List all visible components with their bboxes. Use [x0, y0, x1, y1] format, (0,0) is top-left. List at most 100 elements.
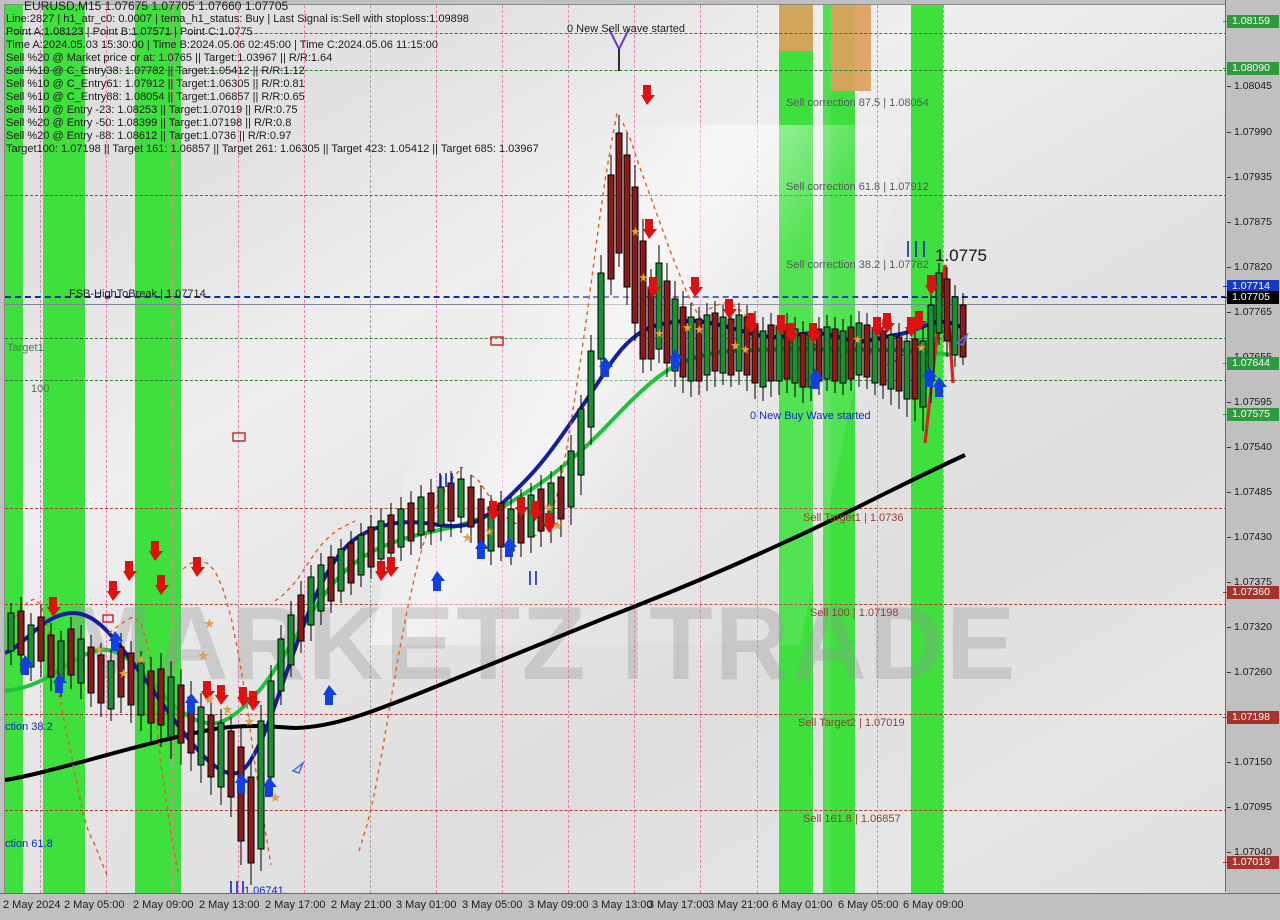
price-tick: 1.07595 — [1226, 396, 1280, 409]
tick-dash-icon — [1223, 286, 1228, 287]
highlight-band — [911, 5, 943, 893]
price-tick: 1.07990 — [1226, 126, 1280, 139]
price-tick: 1.07150 — [1226, 756, 1280, 769]
time-tick-label: 2 May 13:00 — [199, 899, 260, 911]
price-scale[interactable]: 1.08159 1.08090 1.08045 1.07990 1.07935 1.078… — [1223, 0, 1280, 892]
tick-dash-icon — [1227, 222, 1231, 223]
grid-line-vertical — [40, 5, 41, 893]
price-label-highlight[interactable]: 1.07019 — [1223, 856, 1279, 869]
plot-label: Sell 100 | 1.07198 — [810, 607, 899, 619]
info-line: Time A:2024.05.03 15:30:00 | Time B:2024… — [6, 39, 438, 51]
time-tick-label: 2 May 2024 — [3, 899, 61, 911]
tick-dash-icon — [1227, 582, 1231, 583]
price-tick: 1.07430 — [1226, 531, 1280, 544]
price-tick: 1.07375 — [1226, 576, 1280, 589]
price-series-overlay — [5, 28, 969, 893]
plot-label: 1.0775 — [935, 246, 987, 265]
price-label-highlight[interactable]: 1.07644 — [1223, 357, 1279, 370]
tick-dash-icon — [1227, 132, 1231, 133]
plot-label: FSB-HighToBreak | 1.07714 — [69, 288, 206, 300]
info-lines: Line:2827 | h1_atr_c0: 0.0007 | tema_h1_… — [0, 13, 1222, 156]
plot-label: Sell Target2 | 1.07019 — [798, 717, 905, 729]
level-line-sell-target2 — [5, 714, 1227, 715]
tick-dash-icon — [1227, 177, 1231, 178]
tick-dash-icon — [1223, 363, 1228, 364]
plot-label: ction 38.2 — [5, 721, 53, 733]
price-label-highlight[interactable]: 1.08159 — [1223, 15, 1279, 28]
tick-dash-icon — [1227, 402, 1231, 403]
time-tick-label: 3 May 01:00 — [396, 899, 457, 911]
tick-dash-icon — [1223, 592, 1228, 593]
plot-label: Sell correction 38.2 | 1.07782 — [786, 259, 929, 271]
highlight-band-orange — [779, 5, 813, 51]
time-tick-label: 3 May 17:00 — [648, 899, 709, 911]
grid-line-vertical — [304, 5, 305, 893]
price-tick: 1.07935 — [1226, 171, 1280, 184]
info-line: Sell %10 @ Entry -23: 1.08253 || Target:… — [6, 104, 298, 116]
plot-label: Sell correction 87.5 | 1.08054 — [786, 97, 929, 109]
plot-label: 1.06741 — [244, 885, 284, 893]
tick-dash-icon — [1223, 68, 1228, 69]
plot-label: 100 — [31, 383, 50, 395]
chart-plot-area[interactable]: MARKETZ ITRADE — [4, 4, 1227, 893]
tick-dash-icon — [1227, 447, 1231, 448]
plot-label: Sell 161.8 | 1.06857 — [803, 813, 901, 825]
info-line: Sell %10 @ C_Entry38: 1.07782 || Target:… — [6, 65, 305, 77]
time-tick-label: 3 May 09:00 — [528, 899, 589, 911]
price-tick: 1.07875 — [1226, 216, 1280, 229]
price-tick: 1.07040 — [1226, 846, 1280, 859]
info-line: Point A:1.08123 | Point B:1.07571 | Poin… — [6, 26, 253, 38]
price-tick: 1.07820 — [1226, 261, 1280, 274]
grid-line-vertical — [172, 5, 173, 893]
tick-dash-icon — [1223, 414, 1228, 415]
grid-line-vertical — [943, 5, 944, 893]
tick-dash-icon — [1223, 297, 1228, 298]
plot-label: Target1 — [7, 342, 44, 354]
level-line-sell-correction-875 — [5, 33, 1227, 34]
time-tick-label: 2 May 17:00 — [265, 899, 326, 911]
highlight-band — [15, 5, 23, 893]
price-tick: 1.07320 — [1226, 621, 1280, 634]
tick-dash-icon — [1227, 672, 1231, 673]
price-tick: 1.07095 — [1226, 801, 1280, 814]
price-tick: 1.07540 — [1226, 441, 1280, 454]
star-markers — [94, 226, 927, 803]
highlight-band-orange — [831, 5, 871, 91]
time-tick-label: 2 May 21:00 — [331, 899, 392, 911]
time-tick-label: 3 May 21:00 — [708, 899, 769, 911]
price-label-highlight[interactable]: 1.07575 — [1223, 408, 1279, 421]
price-label-highlight[interactable]: 1.07360 — [1223, 586, 1279, 599]
grid-line-vertical — [370, 5, 371, 893]
plot-label: Sell Target1 | 1.0736 — [803, 512, 904, 524]
tick-dash-icon — [1227, 852, 1231, 853]
tick-dash-icon — [1227, 86, 1231, 87]
tick-dash-icon — [1227, 537, 1231, 538]
info-line: Sell %20 @ Entry -50: 1.08399 || Target:… — [6, 117, 292, 129]
price-label-highlight[interactable]: 1.07714 — [1223, 280, 1279, 293]
level-line-sell-1618 — [5, 810, 1227, 811]
tick-dash-icon — [1227, 807, 1231, 808]
time-scale[interactable]: 2 May 2024 2 May 05:00 2 May 09:00 2 May 13… — [0, 893, 1280, 920]
info-line: Sell %20 @ Market price or at: 1.0765 ||… — [6, 52, 333, 64]
sell-signal-arrows — [47, 85, 939, 711]
price-tick: 1.07260 — [1226, 666, 1280, 679]
plot-label: Sell correction 61.8 | 1.07912 — [786, 181, 929, 193]
price-label-highlight[interactable]: 1.07705 — [1223, 291, 1279, 304]
tick-dash-icon — [1227, 267, 1231, 268]
grid-line-vertical — [106, 5, 107, 893]
tick-dash-icon — [1227, 627, 1231, 628]
tick-dash-icon — [1223, 717, 1228, 718]
time-tick-label: 2 May 05:00 — [64, 899, 125, 911]
time-tick-label: 3 May 13:00 — [592, 899, 653, 911]
info-line: Sell %10 @ C_Entry61: 1.07912 || Target:… — [6, 78, 305, 90]
info-line: Target100: 1.07198 || Target 161: 1.0685… — [6, 143, 539, 155]
price-label-highlight[interactable]: 1.08090 — [1223, 62, 1279, 75]
price-label-highlight[interactable]: 1.07198 — [1223, 711, 1279, 724]
tick-dash-icon — [1223, 862, 1228, 863]
info-line: Sell %10 @ C_Entry88: 1.08054 || Target:… — [6, 91, 305, 103]
buy-signal-arrows — [19, 349, 947, 797]
tick-dash-icon — [1227, 762, 1231, 763]
grid-line-vertical — [238, 5, 239, 893]
tick-dash-icon — [1227, 492, 1231, 493]
